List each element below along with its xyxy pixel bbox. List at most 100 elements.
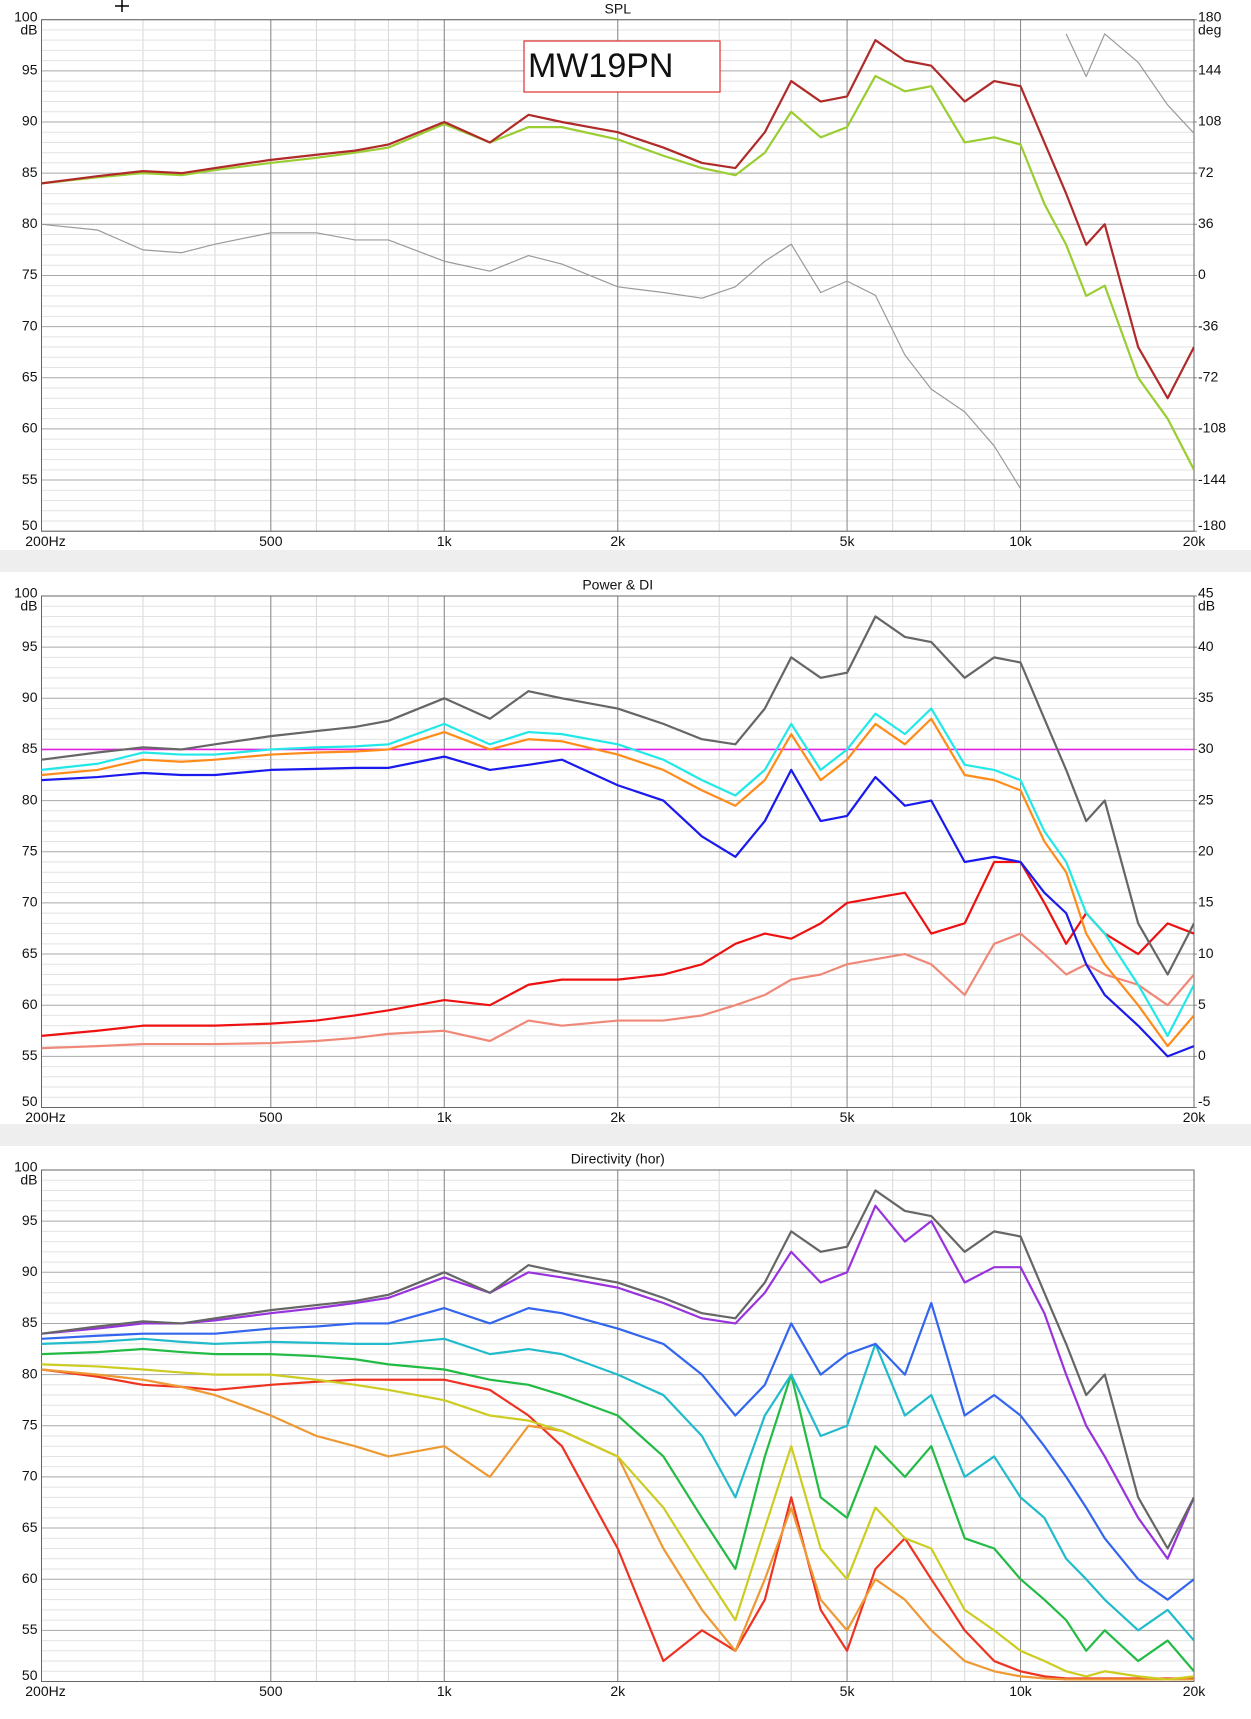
- y-tick-label: 85: [22, 1314, 38, 1330]
- y-tick-label: 55: [22, 471, 38, 487]
- y-tick-label: 100: [14, 8, 38, 24]
- x-tick-label: 5k: [840, 533, 856, 549]
- y2-tick-label: 36: [1198, 215, 1214, 231]
- series-line: [41, 755, 1194, 1058]
- series-line: [41, 1337, 1194, 1642]
- y-tick-label: 65: [22, 945, 38, 961]
- chart-title: Power & DI: [582, 577, 653, 593]
- y-tick-label: 50: [22, 1093, 38, 1109]
- chart-title: Directivity (hor): [571, 1151, 665, 1167]
- y-tick-label: 80: [22, 215, 38, 231]
- x-tick-label: 5k: [840, 1109, 856, 1125]
- y-tick-label: 100: [14, 585, 38, 601]
- x-tick-label: 200Hz: [25, 1109, 65, 1125]
- y2-tick-label: 20: [1198, 842, 1214, 858]
- y2-tick-label: -5: [1198, 1093, 1211, 1109]
- chart-title: SPL: [605, 0, 632, 16]
- y-tick-label: 70: [22, 317, 38, 333]
- y2-tick-label: 0: [1198, 266, 1206, 282]
- x-tick-label: 500: [259, 1109, 283, 1125]
- y-tick-label: 80: [22, 791, 38, 807]
- x-tick-label: 10k: [1009, 1683, 1033, 1699]
- x-tick-label: 5k: [840, 1683, 856, 1699]
- y-tick-label: 100: [14, 1159, 38, 1175]
- series-line: [41, 1189, 1194, 1550]
- y-tick-label: 65: [22, 368, 38, 384]
- y-tick-label: 50: [22, 517, 38, 533]
- x-tick-label: 2k: [610, 1683, 626, 1699]
- y2-tick-label: 25: [1198, 791, 1214, 807]
- x-tick-label: 2k: [610, 1109, 626, 1125]
- series-line: [41, 39, 1194, 400]
- series-line: [41, 1347, 1194, 1672]
- y-tick-label: 90: [22, 113, 38, 129]
- y2-tick-label: -72: [1198, 368, 1218, 384]
- x-tick-label: 20k: [1183, 1109, 1207, 1125]
- y-tick-label: 75: [22, 266, 38, 282]
- series-group: [41, 1189, 1194, 1681]
- y-tick-label: 60: [22, 996, 38, 1012]
- y2-tick-label: 72: [1198, 164, 1214, 180]
- series-line: [41, 1368, 1194, 1681]
- series-line: [41, 74, 1194, 471]
- x-tick-label: 2k: [610, 533, 626, 549]
- y2-tick-label: -144: [1198, 471, 1226, 487]
- y2-tick-label: 45: [1198, 585, 1214, 601]
- x-tick-label: 10k: [1009, 1109, 1033, 1125]
- x-tick-label: 20k: [1183, 1683, 1207, 1699]
- x-tick-label: 20k: [1183, 533, 1207, 549]
- cursor-cross: [115, 0, 129, 12]
- y2-tick-label: 10: [1198, 945, 1214, 961]
- y2-unit: deg: [1198, 21, 1221, 37]
- y-tick-label: 75: [22, 1416, 38, 1432]
- y-tick-label: 55: [22, 1621, 38, 1637]
- series-line: [41, 1363, 1194, 1681]
- x-tick-label: 200Hz: [25, 533, 65, 549]
- y-tick-label: 85: [22, 164, 38, 180]
- series-line: [41, 1204, 1194, 1560]
- y-tick-label: 60: [22, 1570, 38, 1586]
- y-unit: dB: [20, 1172, 37, 1188]
- y-unit: dB: [20, 598, 37, 614]
- y2-tick-label: 0: [1198, 1047, 1206, 1063]
- series-line: [41, 860, 1194, 1037]
- series-line: [41, 615, 1194, 976]
- x-tick-label: 10k: [1009, 533, 1033, 549]
- y2-tick-label: 180: [1198, 8, 1222, 24]
- y-tick-label: 85: [22, 740, 38, 756]
- chart-panel: 10095908580757065605550dB454035302520151…: [14, 577, 1215, 1126]
- chart-panel: 100 95 90 85 80 75 70 65 60 55 50 dB 200Hz 500 1k 2k 5k 1…: [14, 1151, 1206, 1700]
- series-line: [41, 33, 1194, 489]
- y-tick-label: 90: [22, 689, 38, 705]
- x-tick-label: 1k: [437, 1683, 453, 1699]
- panel-separator: [0, 550, 1251, 572]
- series-line: [41, 1301, 1194, 1601]
- plot-frame: [41, 19, 1195, 532]
- x-tick-label: 500: [259, 1683, 283, 1699]
- annotation: MW19PN: [523, 40, 721, 93]
- y2-unit: dB: [1198, 598, 1215, 614]
- y-tick-label: 50: [22, 1667, 38, 1683]
- y-tick-label: 60: [22, 420, 38, 436]
- y2-tick-label: 30: [1198, 740, 1214, 756]
- plot-frame: [41, 1169, 1195, 1682]
- plot-frame: [41, 595, 1195, 1108]
- y2-tick-label: 40: [1198, 638, 1214, 654]
- x-tick-label: 200Hz: [25, 1683, 65, 1699]
- y-tick-label: 80: [22, 1365, 38, 1381]
- y2-tick-label: -36: [1198, 317, 1218, 333]
- y-tick-label: 95: [22, 62, 38, 78]
- y-tick-label: 95: [22, 1212, 38, 1228]
- annotation-text: MW19PN: [528, 47, 673, 85]
- y-unit: dB: [20, 21, 37, 37]
- series-group: [41, 615, 1194, 1058]
- series-line: [41, 932, 1194, 1050]
- y2-tick-label: -108: [1198, 420, 1226, 436]
- series-line: [41, 707, 1194, 1037]
- y2-tick-label: 144: [1198, 62, 1222, 78]
- series-line: [41, 1368, 1194, 1680]
- y-tick-label: 55: [22, 1047, 38, 1063]
- y2-tick-label: 15: [1198, 894, 1214, 910]
- y-tick-label: 90: [22, 1263, 38, 1279]
- y2-tick-label: 35: [1198, 689, 1214, 705]
